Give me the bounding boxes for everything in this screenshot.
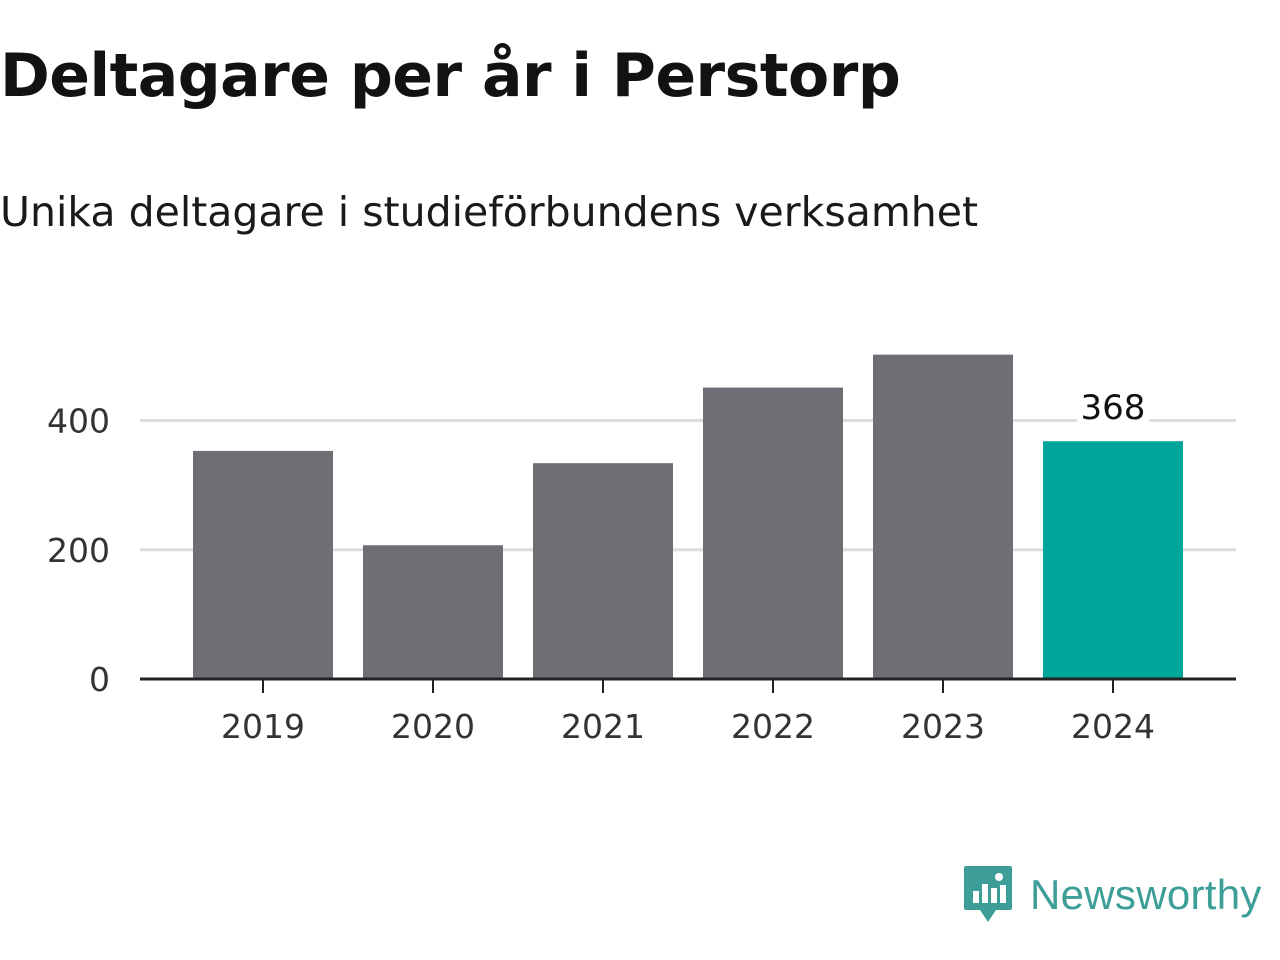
x-tick-label-2019: 2019 [221, 707, 305, 746]
bar-2023 [873, 354, 1013, 679]
bar-2024 [1043, 441, 1183, 679]
bars [193, 354, 1183, 679]
x-tick-label-2023: 2023 [901, 707, 985, 746]
labels: 0 200 400 368 2019 2020 2021 2022 2023 2024 [47, 388, 1155, 746]
data-label-2024: 368 [1081, 388, 1146, 428]
bar-2020 [363, 545, 503, 679]
x-tick-label-2022: 2022 [731, 707, 815, 746]
chart-subtitle: Unika deltagare i studieförbundens verks… [0, 188, 979, 236]
brand-logo: Newsworthy [962, 862, 1262, 928]
x-tick-label-2021: 2021 [561, 707, 645, 746]
brand-name: Newsworthy [1030, 871, 1262, 918]
bar-2019 [193, 450, 333, 679]
y-tick-label: 0 [89, 660, 110, 699]
chart-title: Deltagare per år i Perstorp [0, 41, 901, 111]
y-tick-label: 200 [47, 531, 110, 570]
newsworthy-logo-icon [964, 866, 1012, 922]
bar-2021 [533, 463, 673, 679]
x-tick-label-2020: 2020 [391, 707, 475, 746]
data-label-background [1077, 389, 1149, 430]
y-tick-label: 400 [47, 402, 110, 441]
x-axis [140, 677, 1236, 693]
bar-2022 [703, 387, 843, 679]
x-tick-label-2024: 2024 [1071, 707, 1155, 746]
